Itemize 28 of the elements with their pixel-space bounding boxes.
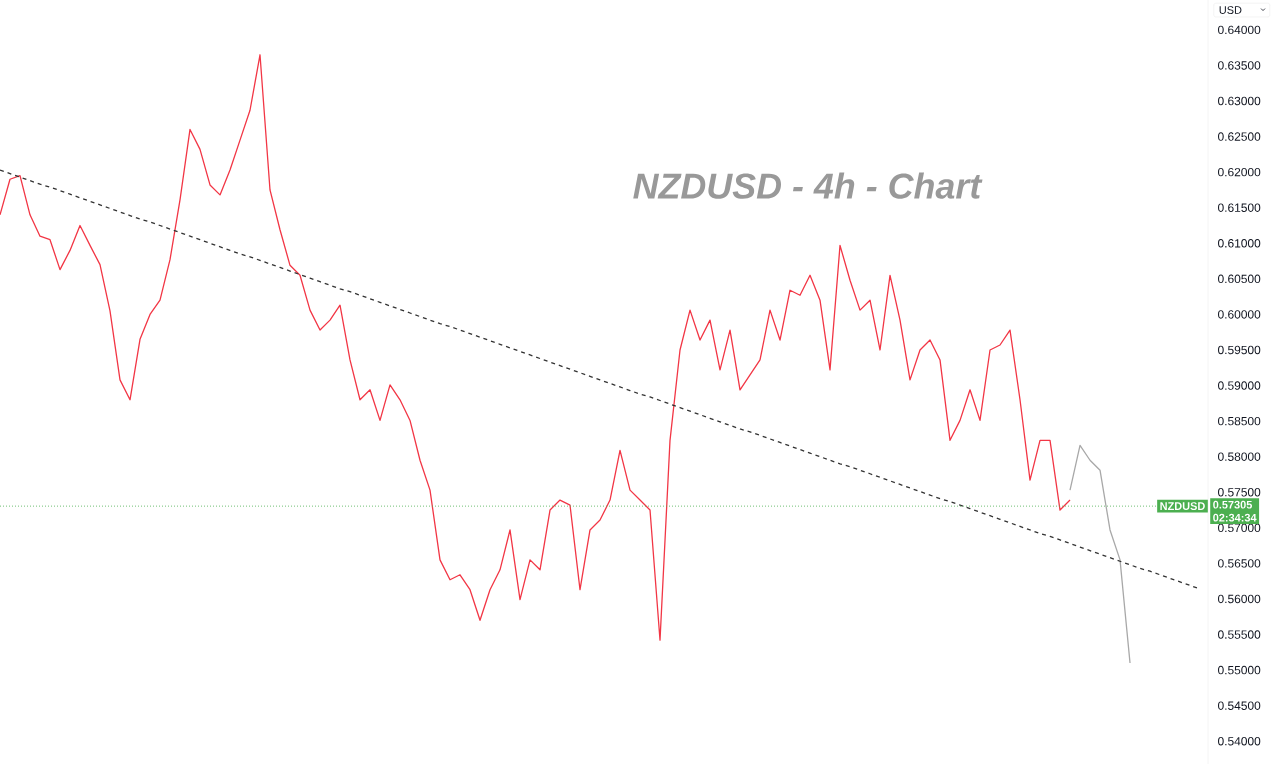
text: USD bbox=[1219, 6, 1242, 14]
text: 0.57305 bbox=[1213, 500, 1253, 509]
y-tick-label: 0.54500 bbox=[1218, 701, 1261, 710]
y-tick-label: 0.62000 bbox=[1218, 167, 1261, 177]
y-tick-label: 0.59000 bbox=[1218, 381, 1261, 390]
y-tick-label: 0.59500 bbox=[1218, 345, 1261, 355]
y-tick-label: 0.56000 bbox=[1218, 594, 1261, 604]
y-tick-label: 0.64000 bbox=[1218, 25, 1261, 35]
text: 02:34:34 bbox=[1213, 513, 1257, 522]
y-tick-label: 0.58500 bbox=[1218, 416, 1261, 426]
text: NZDUSD - 4h - Chart bbox=[633, 172, 983, 199]
y-tick-label: 0.60500 bbox=[1218, 274, 1261, 284]
y-tick-label: 0.55000 bbox=[1218, 665, 1261, 675]
y-tick-label: 0.60000 bbox=[1218, 310, 1261, 319]
y-tick-label: 0.61000 bbox=[1218, 239, 1261, 248]
y-tick-label: 0.54000 bbox=[1218, 737, 1261, 746]
y-tick-label: 0.61500 bbox=[1218, 203, 1261, 212]
ref-line-label: NZDUSD bbox=[1160, 502, 1205, 511]
y-tick-label: 0.63500 bbox=[1218, 61, 1261, 70]
y-tick-label: 0.63000 bbox=[1218, 96, 1261, 106]
y-tick-label: 0.55500 bbox=[1218, 630, 1261, 639]
y-tick-label: 0.58000 bbox=[1218, 452, 1261, 461]
line-series bbox=[0, 54, 1071, 641]
y-tick-label: 0.57000 bbox=[1218, 523, 1261, 533]
y-tick-label: 0.57500 bbox=[1218, 488, 1261, 497]
y-tick-label: 0.62500 bbox=[1218, 132, 1261, 141]
line-series bbox=[1069, 444, 1131, 664]
y-tick-label: 0.56500 bbox=[1218, 559, 1261, 568]
